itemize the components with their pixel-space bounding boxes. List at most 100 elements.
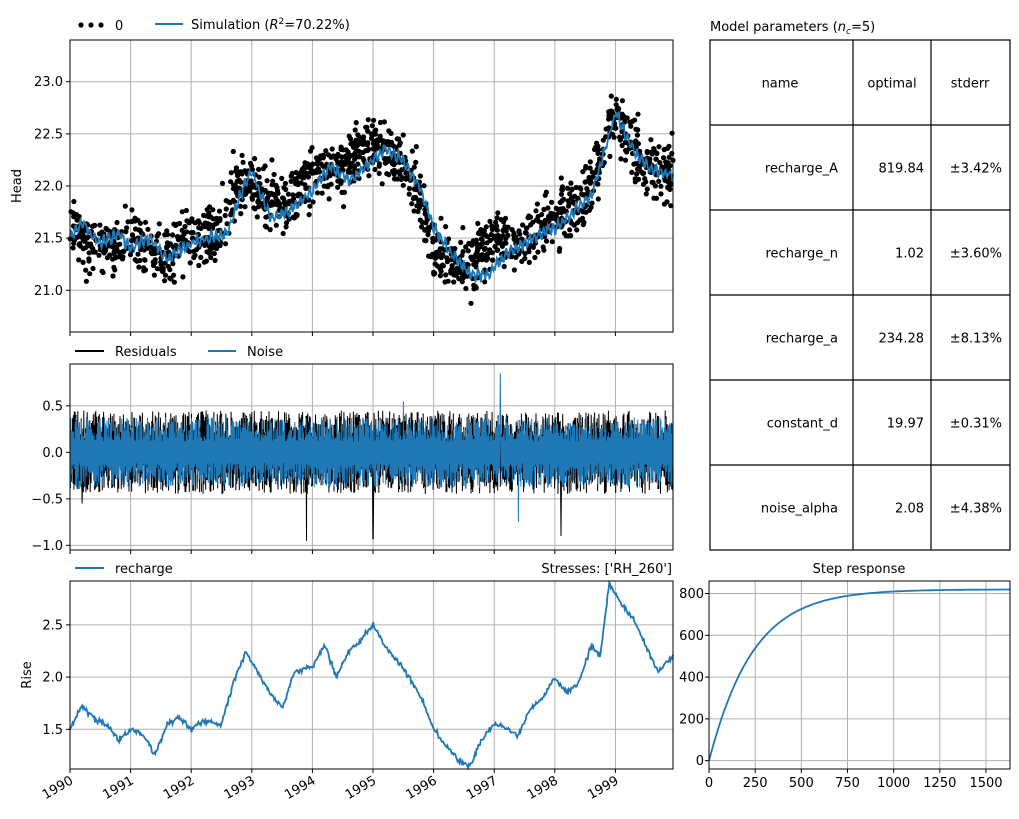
observation-point: [208, 214, 214, 220]
observation-point: [546, 218, 552, 224]
observation-point: [170, 261, 176, 267]
observation-point: [489, 257, 496, 263]
observation-point: [119, 229, 125, 235]
observation-point: [369, 123, 375, 129]
observation-point: [114, 219, 120, 226]
observation-point: [353, 138, 359, 144]
observation-point: [289, 170, 295, 176]
rise-legend: recharge: [75, 562, 173, 577]
observation-point: [198, 254, 204, 260]
observation-point: [216, 208, 223, 214]
rise-ylabel: Rise: [20, 661, 35, 688]
observation-point: [649, 179, 655, 185]
observation-point: [413, 195, 419, 201]
observation-point: [479, 237, 485, 243]
observation-point: [416, 205, 423, 211]
head-grid: [69, 40, 673, 332]
observation-point: [556, 248, 563, 254]
observation-point: [578, 186, 584, 192]
residuals-axes-frame: [69, 363, 674, 551]
head-xticks: [69, 332, 616, 336]
observation-point: [135, 217, 141, 223]
observation-point: [662, 177, 668, 183]
observation-point: [500, 233, 506, 239]
observation-point: [451, 272, 457, 278]
observation-point: [177, 220, 183, 227]
observation-point: [263, 224, 269, 230]
observation-point: [356, 148, 362, 154]
observation-point: [622, 157, 629, 163]
observation-point: [463, 285, 469, 292]
observation-point: [302, 182, 308, 188]
table-header-stderr: stderr: [951, 77, 990, 92]
observation-point: [589, 200, 595, 206]
observation-point: [475, 220, 481, 227]
observation-point: [584, 186, 590, 192]
observation-point: [595, 196, 601, 202]
observation-point: [372, 166, 378, 173]
observation-point: [361, 134, 367, 140]
observation-point: [406, 186, 412, 192]
observation-point: [305, 164, 311, 170]
observation-point: [282, 202, 288, 208]
observation-point: [411, 164, 417, 170]
observation-point: [343, 154, 349, 161]
observation-point: [430, 254, 436, 260]
step-response-title: Step response: [813, 562, 906, 577]
step-xtick-label: 1000: [877, 776, 910, 791]
observation-point: [83, 245, 89, 251]
observation-point: [459, 279, 465, 285]
observation-point: [154, 233, 160, 239]
observation-point: [394, 176, 400, 182]
observation-point: [634, 132, 641, 138]
step-ytick-label: 400: [679, 671, 704, 686]
observation-point: [282, 180, 288, 186]
observation-point: [644, 186, 650, 192]
observation-point: [323, 148, 329, 154]
observation-point: [560, 207, 566, 214]
observation-point: [339, 159, 345, 165]
observation-point: [112, 267, 118, 273]
observation-point: [70, 245, 76, 251]
observation-point: [204, 249, 210, 255]
observation-point: [440, 252, 446, 258]
observation-point: [660, 155, 667, 161]
observation-point: [416, 200, 422, 206]
observation-point: [269, 182, 275, 188]
observation-point: [589, 169, 595, 175]
observation-point: [443, 224, 449, 230]
observation-point: [606, 125, 612, 131]
observation-point: [629, 169, 635, 175]
observation-point: [473, 264, 479, 270]
observation-point: [346, 133, 352, 139]
observation-point: [392, 144, 398, 150]
observation-point: [535, 249, 541, 255]
head-ytick-label: 23.0: [34, 75, 63, 90]
observation-point: [616, 134, 623, 140]
observation-point: [520, 222, 526, 228]
head-ytick-label: 22.0: [34, 180, 63, 195]
observation-point: [137, 227, 143, 234]
observation-point: [643, 179, 649, 185]
observation-point: [400, 132, 406, 138]
observation-point: [568, 220, 575, 226]
parameters-title-var: n: [838, 20, 846, 35]
observation-point: [159, 268, 166, 275]
observation-point: [661, 147, 667, 153]
table-header-optimal: optimal: [867, 77, 916, 92]
observation-point: [181, 231, 187, 237]
observation-point: [526, 249, 532, 255]
observation-point: [437, 246, 443, 252]
observation-point: [171, 221, 177, 227]
observation-point: [587, 165, 593, 171]
observation-point: [411, 208, 417, 214]
observation-point: [203, 213, 209, 219]
observation-point: [96, 231, 103, 237]
table-header-name: name: [762, 77, 799, 92]
observation-point: [502, 226, 508, 232]
observation-point: [443, 272, 449, 278]
observation-point: [379, 181, 385, 187]
legend-sim-sup: 2: [279, 17, 285, 27]
observation-point: [636, 176, 642, 182]
observation-point: [567, 191, 573, 197]
